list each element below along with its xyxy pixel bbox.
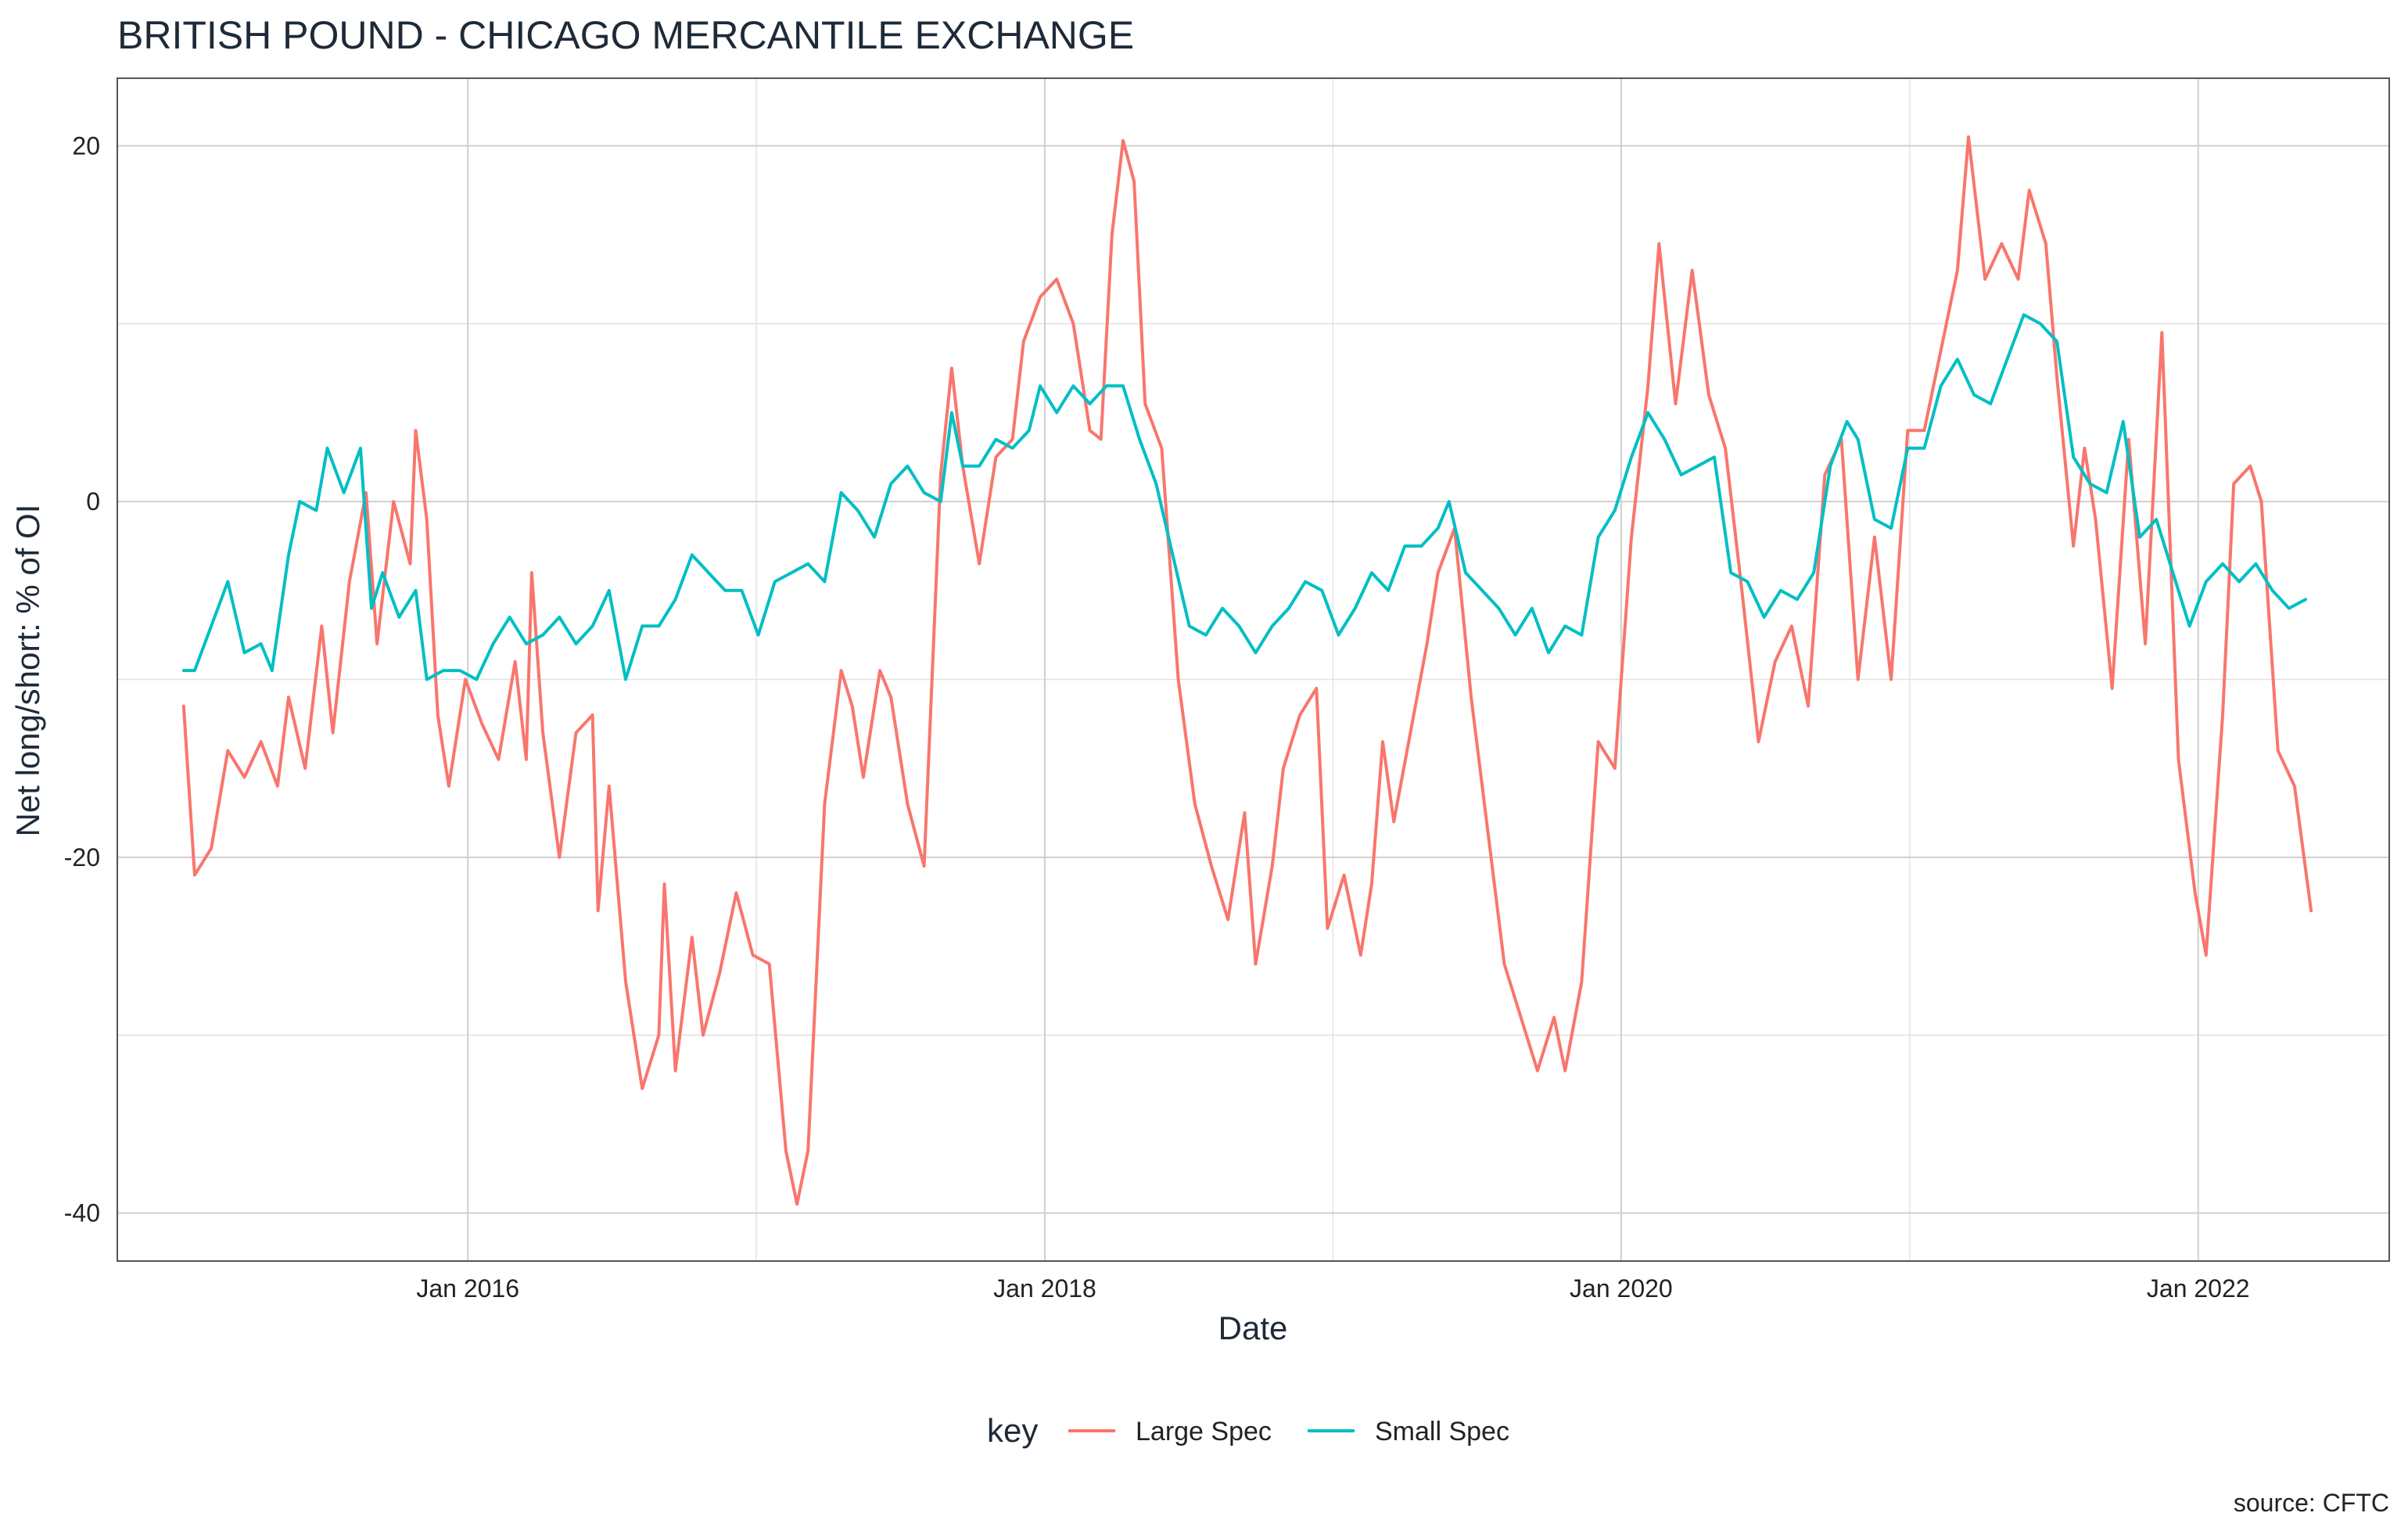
x-tick-label: Jan 2016	[416, 1274, 519, 1303]
legend-title: key	[987, 1412, 1038, 1449]
y-tick-label: 20	[72, 131, 100, 160]
legend-label-small-spec: Small Spec	[1375, 1417, 1509, 1446]
y-tick-label: 0	[86, 487, 100, 516]
series-layer	[181, 135, 2313, 1206]
y-axis-ticks: -40 -20 0 20	[64, 131, 100, 1227]
legend-label-large-spec: Large Spec	[1136, 1417, 1272, 1446]
series-line-small-spec	[181, 313, 2307, 681]
minor-grid	[117, 78, 2389, 1261]
x-axis-ticks: Jan 2016 Jan 2018 Jan 2020 Jan 2022	[416, 1274, 2249, 1303]
x-tick-label: Jan 2020	[1570, 1274, 1673, 1303]
y-axis-title: Net long/short: % of OI	[9, 505, 46, 837]
chart-title: BRITISH POUND - CHICAGO MERCANTILE EXCHA…	[117, 13, 1134, 57]
x-tick-label: Jan 2018	[993, 1274, 1096, 1303]
series-line-large-spec	[181, 135, 2313, 1206]
legend: key Large Spec Small Spec	[987, 1412, 1509, 1449]
y-tick-label: -40	[64, 1199, 100, 1227]
x-axis-title: Date	[1218, 1310, 1288, 1346]
x-tick-label: Jan 2022	[2147, 1274, 2250, 1303]
plot-panel-border	[117, 77, 2390, 1262]
caption-source: source: CFTC	[2234, 1489, 2389, 1517]
y-tick-label: -20	[64, 843, 100, 871]
